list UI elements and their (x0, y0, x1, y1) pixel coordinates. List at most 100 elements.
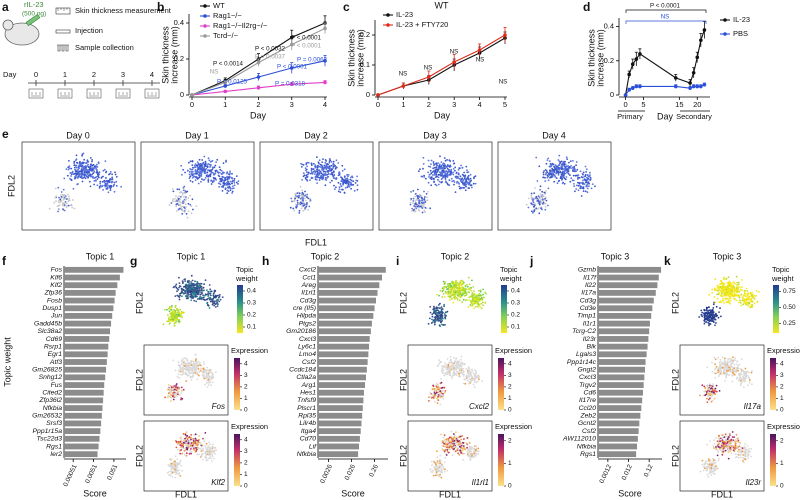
cell-dot (68, 165, 71, 168)
cell-dot (442, 164, 445, 167)
cell-dot (586, 187, 589, 190)
cell-dot (306, 179, 308, 181)
cell-dot (462, 183, 464, 185)
cell-dot (450, 430, 453, 433)
cell-dot (451, 282, 454, 285)
cell-dot (196, 178, 199, 180)
cell-dot (86, 165, 88, 167)
cell-dot (436, 309, 439, 311)
cell-dot (231, 187, 234, 190)
cell-dot (179, 440, 182, 443)
cell-dot (469, 177, 472, 180)
cell-dot (467, 369, 470, 372)
cell-dot (169, 474, 172, 477)
cell-dot (575, 164, 577, 167)
category-label: Tnfsf9 (297, 397, 316, 404)
cell-dot (206, 166, 209, 169)
bar (598, 343, 648, 350)
cell-dot (584, 165, 587, 168)
cell-dot (196, 292, 198, 294)
cell-dot (458, 183, 460, 185)
colorbar (501, 285, 507, 333)
cell-dot (298, 194, 301, 197)
cell-dot (204, 383, 207, 386)
cell-dot (190, 452, 193, 455)
cell-dot (237, 183, 239, 185)
cell-dot (460, 371, 462, 374)
cell-dot (474, 376, 477, 379)
colorbar-label: Topic (500, 265, 518, 274)
cell-dot (575, 161, 578, 163)
cell-dot (196, 362, 199, 364)
cell-dot (105, 177, 107, 180)
cell-dot (303, 174, 306, 177)
cell-dot (324, 161, 327, 164)
annotation: P < 0.0001 (291, 43, 322, 50)
cell-dot (298, 196, 300, 199)
cell-dot (440, 178, 443, 181)
cell-dot (422, 167, 424, 170)
cell-dot (302, 193, 305, 195)
cell-dot (347, 181, 349, 184)
cell-dot (558, 164, 560, 167)
cell-dot (439, 319, 441, 322)
bar (318, 443, 360, 450)
cell-dot (62, 188, 65, 191)
cell-dot (176, 376, 179, 378)
cell-dot (436, 293, 438, 296)
cell-dot (307, 173, 309, 176)
cell-dot (464, 382, 467, 385)
cell-dot (441, 365, 444, 368)
cell-dot (345, 182, 347, 185)
cell-dot (484, 301, 487, 304)
category-label: Ppp1r14c (567, 359, 597, 366)
cell-dot (465, 165, 468, 168)
cell-dot (182, 188, 185, 191)
cell-dot (439, 289, 442, 292)
cell-dot (170, 470, 173, 473)
cell-dot (179, 394, 181, 397)
x-tick-label: 1 (223, 100, 227, 109)
cell-dot (188, 452, 191, 455)
cell-dot (470, 290, 473, 292)
cell-dot (178, 200, 180, 203)
cell-dot (327, 169, 330, 172)
category-label: Ly6c1 (298, 343, 316, 350)
cell-dot (192, 208, 194, 211)
cell-dot (467, 171, 470, 174)
cell-dot (448, 168, 450, 171)
cell-dot (467, 183, 470, 185)
cell-dot (461, 301, 463, 304)
cell-dot (338, 188, 341, 191)
legend-marker (203, 24, 207, 28)
bar (64, 366, 107, 373)
cell-dot (203, 375, 206, 378)
cell-dot (207, 178, 210, 181)
bar (64, 397, 104, 404)
gene-label: Klf2 (211, 478, 225, 487)
cell-dot (199, 369, 202, 372)
cell-dot (218, 300, 221, 303)
cell-dot (301, 163, 304, 166)
cell-dot (457, 452, 459, 455)
bar (64, 428, 101, 435)
cell-dot (475, 372, 477, 374)
cell-dot (304, 169, 307, 172)
cell-dot (353, 189, 356, 192)
cell-dot (189, 290, 192, 292)
cell-dot (544, 196, 547, 199)
cell-dot (449, 172, 452, 175)
x-tick-label: 5 (641, 100, 645, 109)
cell-dot (589, 171, 591, 174)
cell-dot (184, 171, 187, 174)
cell-dot (453, 372, 455, 374)
cell-dot (544, 176, 546, 179)
cell-dot (109, 189, 112, 192)
cell-dot (436, 365, 439, 368)
cell-dot (437, 395, 440, 398)
bar (64, 297, 115, 304)
cell-dot (412, 200, 415, 202)
cell-dot (195, 283, 197, 286)
cell-dot (547, 157, 550, 160)
cell-dot (177, 289, 180, 291)
